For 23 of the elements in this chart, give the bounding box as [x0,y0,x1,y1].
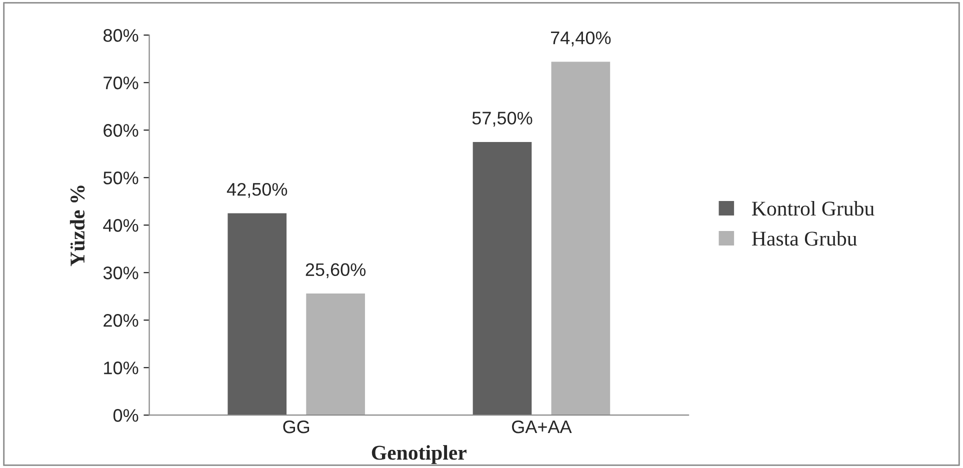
y-tick-label: 0% [113,409,138,422]
y-tick-label: 80% [103,29,138,42]
bar [472,142,532,416]
data-label: 42,50% [226,182,288,198]
x-axis-title: Genotipler [372,445,466,464]
y-tick-label: 20% [104,314,138,327]
bar [551,62,610,416]
data-label: 74,40% [550,31,611,46]
y-tick-label: 30% [103,266,138,280]
legend-label: Hasta Grubu [752,231,857,246]
y-axis-title: Yüzde % [70,186,85,266]
x-tick-label: GG [283,420,310,434]
y-tick-label: 10% [104,362,138,374]
bar [228,213,287,416]
y-tick-label: 60% [104,124,138,137]
legend-label: Kontrol Grubu [752,201,874,216]
bar [306,294,365,416]
x-tick-label: GA+AA [512,420,572,434]
data-label: 25,60% [306,263,366,278]
data-label: 57,50% [472,112,532,127]
y-tick-label: 40% [103,219,138,232]
y-tick-label: 50% [103,172,138,184]
y-tick-label: 70% [104,76,138,90]
